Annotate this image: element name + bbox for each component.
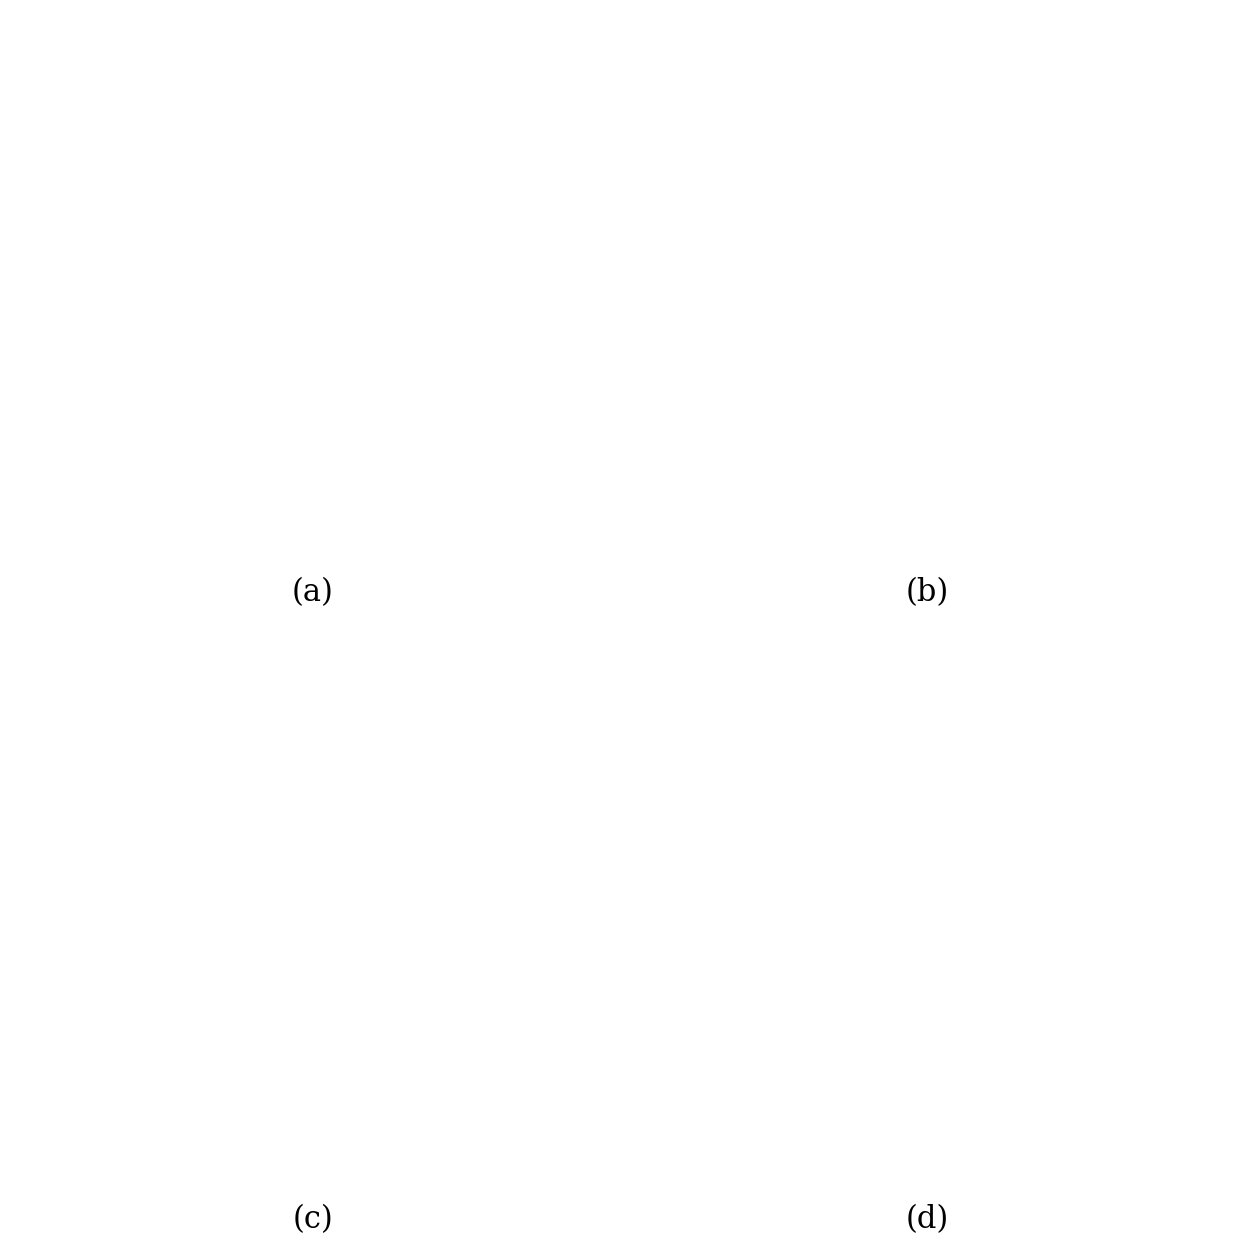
Text: (b): (b) — [906, 577, 949, 608]
Text: (c): (c) — [293, 1204, 332, 1234]
Text: (d): (d) — [906, 1204, 949, 1234]
Text: (a): (a) — [291, 577, 334, 608]
